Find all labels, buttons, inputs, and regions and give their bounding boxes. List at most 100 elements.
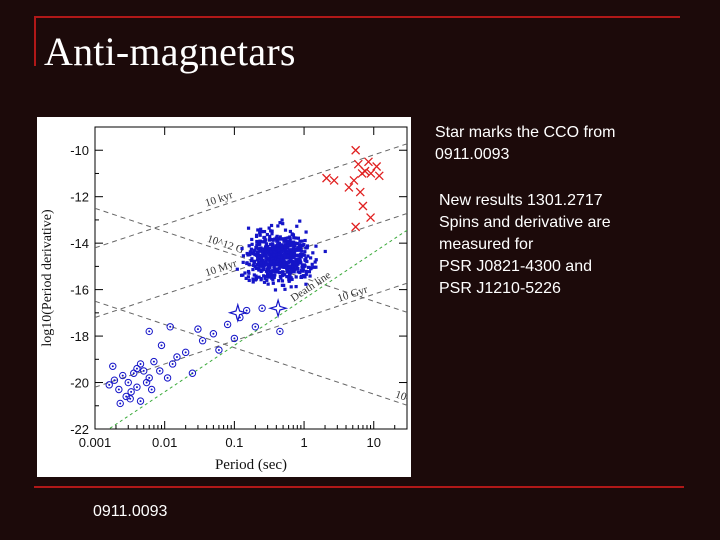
pulsar-point [314,265,318,269]
pulsar-point [292,236,296,240]
binary-pulsar-point [127,388,135,396]
pulsar-point [277,279,281,283]
pulsar-point [301,274,305,279]
pulsar-point [292,252,296,256]
pulsar-point [304,256,308,260]
pulsar-point [262,274,266,278]
pulsar-point [281,270,285,274]
pulsar-point [288,239,292,243]
pulsar-point [281,273,285,277]
pulsar-point [261,260,265,265]
pulsar-point [287,279,291,283]
pulsar-point [259,256,263,260]
pulsar-point [311,251,315,255]
pulsar-point [288,244,292,248]
pulsar-point [288,229,293,234]
pulsar-point [283,273,287,277]
pulsar-point [268,242,273,246]
pulsar-point [249,259,253,263]
binary-pulsar-point [223,320,232,329]
pulsar-point [258,268,262,272]
pulsar-point [267,252,271,256]
pulsar-point [285,269,289,273]
pulsar-point [273,257,277,261]
reference-line [108,229,407,429]
pulsar-point [283,244,287,249]
pulsar-point [267,274,271,278]
pulsar-point [251,252,255,256]
pulsar-point [298,252,303,256]
magnetar-point [366,169,376,178]
pulsar-point [296,246,300,250]
pulsar-point [276,262,281,266]
pulsar-point [258,247,262,252]
binary-pulsar-point [115,385,123,394]
pulsar-point [252,259,257,263]
pulsar-point [254,266,259,271]
pulsar-point [266,282,270,286]
pulsar-point [279,255,283,259]
pulsar-point [302,253,306,257]
pulsar-point [263,251,267,255]
pulsar-point [251,277,255,281]
binary-pulsar-point [116,399,124,408]
binary-pulsar-dot [201,339,204,342]
pulsar-point [286,267,290,271]
pulsar-point [288,273,292,277]
pulsar-point [256,252,260,256]
y-tick-label: -20 [70,376,89,391]
frame-left-rule [34,16,36,66]
pulsar-point [275,260,279,264]
pulsar-point [252,261,256,265]
binary-pulsar-point [215,346,223,354]
pulsar-point [269,260,273,265]
binary-pulsar-point [188,369,197,377]
pulsar-point [302,242,306,247]
pulsar-point [262,247,266,251]
x-tick-label: 10 [367,435,381,450]
binary-pulsar-dot [130,390,133,393]
binary-pulsar-point [140,367,148,375]
pulsar-point [290,242,294,247]
pulsar-point [266,269,270,273]
pulsar-point [286,236,290,240]
y-tick-label: -22 [70,422,89,437]
pulsar-point [288,237,292,241]
pulsar-point [298,239,302,243]
binary-pulsar-dot [125,395,128,398]
pulsar-point [303,275,307,279]
cco-star-point [227,302,248,323]
binary-pulsar-point [173,353,181,361]
pulsar-point [260,254,264,258]
pulsar-point [283,246,288,251]
binary-pulsar-dot [135,386,138,389]
pulsar-point [266,258,270,262]
pulsar-point [269,229,273,233]
pulsar-point [258,233,262,237]
pulsar-point [295,264,299,269]
pulsar-point [245,261,249,265]
binary-pulsar-point [276,327,284,336]
pulsar-point [305,246,309,250]
pulsar-point [256,247,260,251]
pulsar-point [269,252,273,256]
pulsar-point [293,267,297,271]
binary-pulsar-dot [127,381,130,384]
pulsar-point [266,244,270,249]
pulsar-point [299,255,303,259]
pulsar-point [279,250,283,254]
pulsar-point [254,277,259,281]
pulsar-point [246,275,250,279]
pulsar-point [280,279,285,283]
magnetar-point [364,157,373,167]
pulsar-point [260,250,264,254]
pulsar-point [247,278,251,283]
binary-pulsar-point [198,337,207,345]
binary-pulsar-dot [113,379,116,382]
binary-pulsar-dot [196,328,199,331]
pulsar-point [241,273,245,277]
pulsar-point [296,270,300,274]
pulsar-point [292,240,296,244]
pulsar-point [283,287,287,291]
pulsar-point [276,243,280,247]
